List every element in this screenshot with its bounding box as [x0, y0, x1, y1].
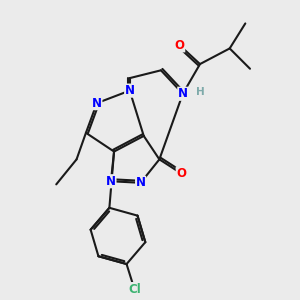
Text: N: N [125, 84, 135, 97]
Text: N: N [92, 97, 102, 110]
Text: O: O [176, 167, 186, 180]
Text: N: N [178, 87, 188, 100]
Text: H: H [196, 87, 204, 97]
Text: O: O [175, 39, 185, 52]
Text: Cl: Cl [128, 283, 141, 296]
Text: N: N [106, 175, 116, 188]
Text: N: N [136, 176, 146, 189]
